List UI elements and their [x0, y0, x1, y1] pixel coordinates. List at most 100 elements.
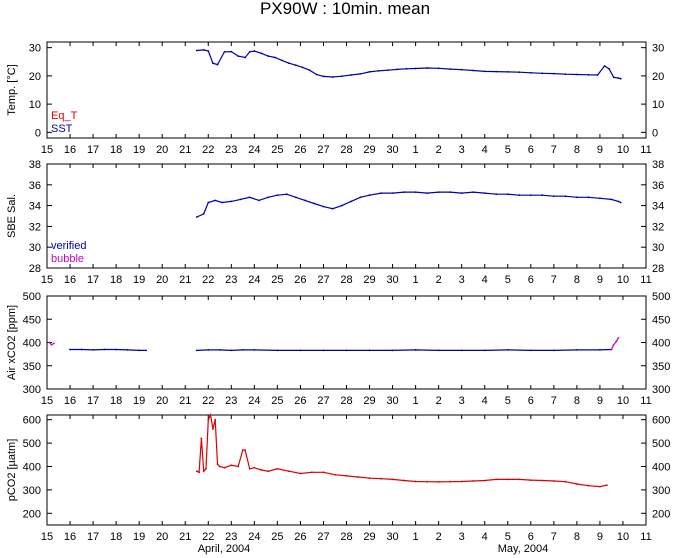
data-point: [552, 349, 555, 352]
data-point: [403, 191, 405, 194]
y-tick-label-right: 32: [652, 221, 664, 233]
x-tick-label: 23: [225, 531, 237, 543]
x-tick-label: 25: [271, 144, 283, 156]
x-tick-label: 4: [482, 144, 488, 156]
x-tick-label: 26: [294, 144, 306, 156]
data-point: [198, 471, 201, 474]
x-tick-label: 25: [271, 274, 283, 286]
x-tick-label: 15: [41, 274, 53, 286]
series-line-air-bubble-end: [610, 337, 619, 350]
data-point: [414, 349, 417, 351]
data-point: [587, 73, 590, 76]
data-point: [449, 191, 452, 194]
data-point: [200, 437, 203, 440]
data-point: [237, 55, 240, 57]
y-tick-label-right: 38: [652, 159, 664, 171]
data-point: [260, 469, 263, 471]
data-point: [529, 71, 532, 74]
data-point: [48, 341, 51, 344]
data-point: [145, 349, 148, 352]
x-tick-label: 9: [597, 274, 603, 286]
data-point: [403, 479, 405, 482]
data-point: [241, 349, 244, 351]
y-tick-label-left: 400: [23, 338, 41, 350]
data-point: [437, 481, 440, 483]
panel-frame: [46, 414, 647, 526]
y-tick-label-left: 300: [23, 384, 41, 396]
data-point: [195, 349, 198, 352]
data-point: [506, 349, 509, 351]
data-point: [377, 69, 380, 72]
x-tick-label: 6: [528, 531, 534, 543]
x-tick-label: 6: [528, 395, 534, 407]
x-tick-label: 5: [505, 274, 511, 286]
data-point: [506, 71, 509, 73]
data-point: [53, 342, 55, 345]
x-tick-label: 25: [271, 395, 283, 407]
data-point: [552, 72, 555, 75]
x-tick-label: 10: [617, 144, 629, 156]
series-line-sst: [196, 49, 621, 80]
data-point: [552, 195, 555, 198]
y-tick-label-right: 30: [652, 43, 664, 55]
x-tick-label: 15: [41, 531, 53, 543]
x-tick-label: 4: [482, 531, 488, 543]
x-tick-label: 20: [156, 274, 168, 286]
data-point: [460, 192, 463, 195]
x-tick-label: 7: [551, 144, 557, 156]
x-tick-label: 23: [225, 274, 237, 286]
data-point: [195, 470, 198, 473]
x-tick-label: 28: [340, 274, 352, 286]
x-tick-label: 17: [87, 274, 99, 286]
data-point: [237, 465, 240, 468]
x-tick-label: 2: [436, 531, 442, 543]
data-point: [221, 201, 224, 204]
x-tick-label: 19: [133, 144, 145, 156]
x-tick-label: 24: [248, 395, 260, 407]
data-point: [207, 418, 210, 421]
data-point: [426, 480, 428, 483]
y-tick-label-left: 500: [23, 438, 41, 450]
x-tick-label: 20: [156, 144, 168, 156]
y-tick-label-right: 36: [652, 180, 664, 192]
x-tick-label: 17: [87, 395, 99, 407]
data-point: [426, 67, 428, 69]
data-point: [195, 216, 198, 218]
legend-entry: Eq_T: [51, 110, 78, 122]
data-point: [506, 193, 509, 196]
data-point: [248, 467, 251, 470]
y-tick-label-left: 10: [29, 99, 41, 111]
data-point: [460, 349, 463, 352]
data-point: [529, 349, 532, 352]
data-point: [299, 349, 302, 352]
x-tick-label: 29: [363, 144, 375, 156]
data-point: [460, 480, 463, 483]
data-point: [253, 50, 256, 52]
data-point: [223, 466, 226, 469]
x-tick-label: 1: [413, 531, 419, 543]
data-point: [391, 478, 394, 481]
x-tick-label: 7: [551, 274, 557, 286]
x-tick-label: 1: [413, 144, 419, 156]
x-tick-label: 30: [386, 395, 398, 407]
y-tick-label-left: 36: [29, 180, 41, 192]
data-point: [288, 470, 290, 473]
x-tick-label: 20: [156, 395, 168, 407]
data-point: [610, 198, 613, 201]
x-tick-label: 6: [528, 274, 534, 286]
data-point: [308, 69, 311, 72]
y-tick-label-left: 300: [23, 485, 41, 497]
x-tick-label: 3: [459, 274, 465, 286]
x-tick-label: 4: [482, 274, 488, 286]
data-point: [564, 73, 567, 76]
month-label-may: May, 2004: [498, 543, 549, 555]
data-point: [368, 194, 371, 197]
data-point: [92, 349, 94, 351]
data-point: [391, 192, 394, 195]
x-tick-label: 11: [640, 274, 651, 286]
data-point: [587, 196, 590, 199]
x-tick-label: 9: [597, 531, 603, 543]
data-point: [587, 484, 590, 487]
x-tick-label: 24: [248, 274, 260, 286]
x-tick-label: 5: [505, 395, 511, 407]
